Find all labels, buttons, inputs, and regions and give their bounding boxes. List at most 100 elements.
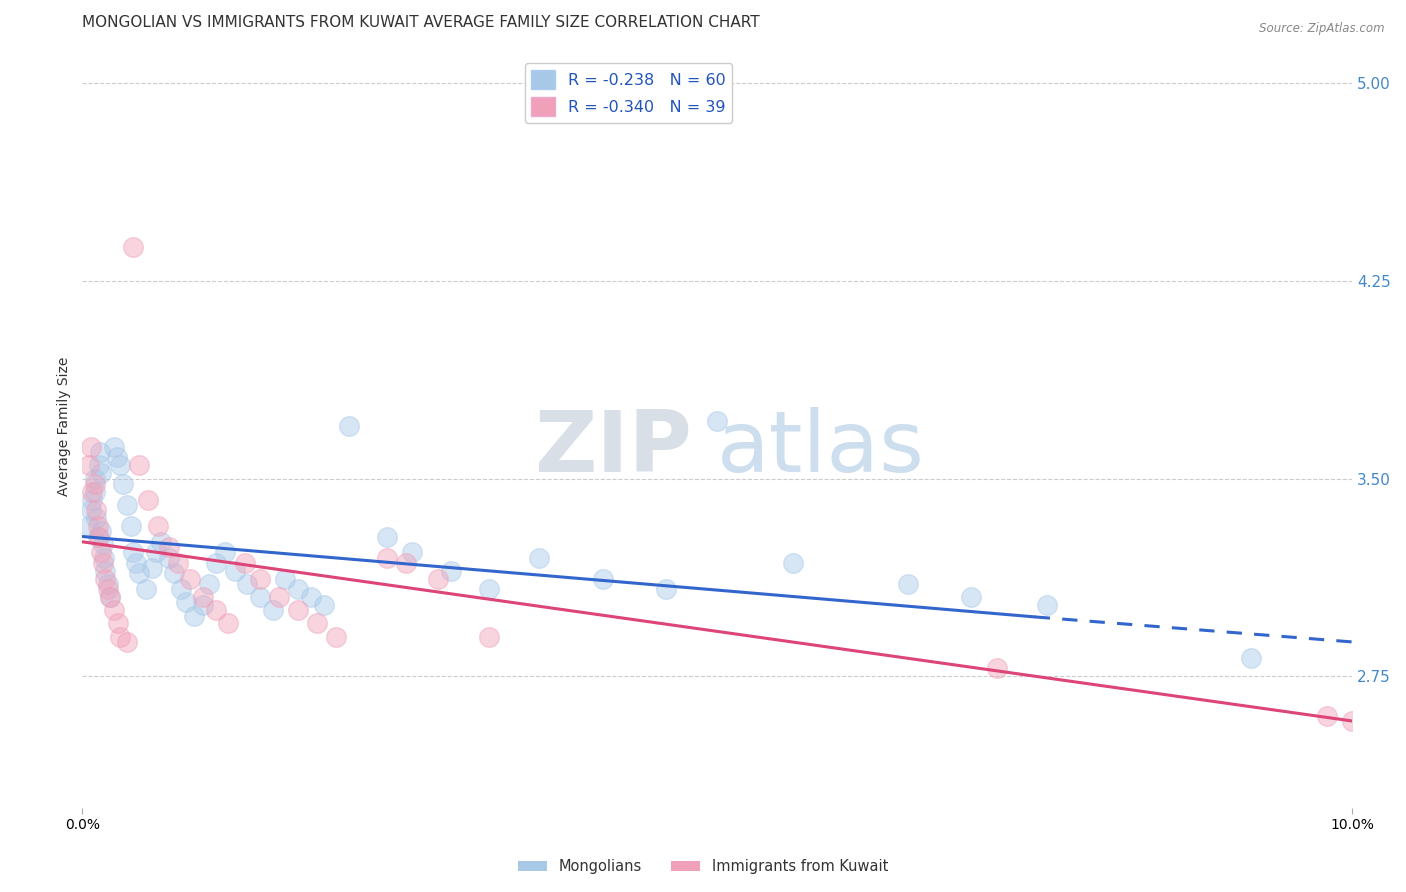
Point (87, 529, 110, 543)
Point (120, 519, 142, 533)
Point (107, 616, 129, 631)
Point (274, 572, 297, 586)
Point (478, 582, 501, 597)
Point (97, 582, 120, 597)
Point (217, 616, 239, 631)
Text: ZIP: ZIP (534, 408, 692, 491)
Point (80, 440, 103, 454)
Point (122, 239, 145, 253)
Point (176, 595, 198, 609)
Point (236, 577, 259, 591)
Point (150, 534, 173, 549)
Point (91, 556, 114, 570)
Text: MONGOLIAN VS IMMIGRANTS FROM KUWAIT AVERAGE FAMILY SIZE CORRELATION CHART: MONGOLIAN VS IMMIGRANTS FROM KUWAIT AVER… (83, 15, 759, 30)
Point (157, 540, 180, 554)
Point (478, 630, 501, 644)
Point (299, 590, 322, 604)
Point (166, 556, 188, 570)
Point (214, 545, 236, 559)
Point (141, 561, 163, 575)
Point (148, 519, 170, 533)
Point (401, 545, 423, 559)
Point (426, 572, 449, 586)
Text: atlas: atlas (717, 408, 925, 491)
Point (122, 545, 145, 559)
Point (287, 582, 309, 597)
Point (249, 590, 271, 604)
Point (1341, 714, 1364, 728)
Point (204, 556, 226, 570)
Point (183, 608, 205, 623)
Point (94, 572, 117, 586)
Point (375, 550, 398, 565)
Point (395, 556, 418, 570)
Point (198, 577, 221, 591)
Point (157, 550, 180, 565)
Point (80, 503, 103, 517)
Point (77, 519, 100, 533)
Point (84, 484, 107, 499)
Point (111, 476, 134, 491)
Point (84, 503, 107, 517)
Point (706, 413, 728, 427)
Point (204, 603, 226, 617)
Point (325, 630, 347, 644)
Point (94, 564, 117, 578)
Point (179, 572, 201, 586)
Point (77, 458, 100, 473)
Y-axis label: Average Family Size: Average Family Size (58, 356, 72, 496)
Point (375, 529, 398, 543)
Point (93, 550, 115, 565)
Point (529, 550, 551, 565)
Point (84, 476, 107, 491)
Point (97, 577, 120, 591)
Point (82, 484, 104, 499)
Point (98, 590, 121, 604)
Point (307, 616, 329, 631)
Point (145, 545, 167, 559)
Point (170, 582, 193, 597)
Point (269, 590, 291, 604)
Point (960, 590, 983, 604)
Point (90, 467, 112, 481)
Point (82, 492, 104, 507)
Point (128, 458, 150, 473)
Point (103, 603, 125, 617)
Point (986, 661, 1008, 675)
Point (287, 603, 309, 617)
Point (110, 458, 132, 473)
Point (1036, 598, 1059, 612)
Point (86, 519, 108, 533)
Point (91, 537, 114, 551)
Point (249, 572, 271, 586)
Point (262, 603, 284, 617)
Point (337, 418, 360, 433)
Point (115, 635, 138, 649)
Point (110, 630, 132, 644)
Point (233, 556, 256, 570)
Point (592, 572, 614, 586)
Point (103, 440, 125, 454)
Point (1316, 708, 1339, 723)
Point (105, 450, 128, 465)
Point (782, 556, 804, 570)
Point (89, 445, 111, 459)
Point (128, 566, 150, 581)
Point (191, 598, 214, 612)
Point (191, 590, 214, 604)
Point (115, 498, 138, 512)
Point (90, 524, 112, 539)
Point (87, 458, 110, 473)
Text: Source: ZipAtlas.com: Source: ZipAtlas.com (1260, 22, 1385, 36)
Point (84, 471, 107, 485)
Point (224, 564, 246, 578)
Point (312, 598, 335, 612)
Point (439, 564, 461, 578)
Legend: Mongolians, Immigrants from Kuwait: Mongolians, Immigrants from Kuwait (512, 854, 894, 880)
Point (136, 492, 159, 507)
Point (98, 590, 121, 604)
Point (124, 556, 146, 570)
Point (84, 511, 107, 525)
Legend: R = -0.238   N = 60, R = -0.340   N = 39: R = -0.238 N = 60, R = -0.340 N = 39 (524, 63, 733, 123)
Point (655, 582, 678, 597)
